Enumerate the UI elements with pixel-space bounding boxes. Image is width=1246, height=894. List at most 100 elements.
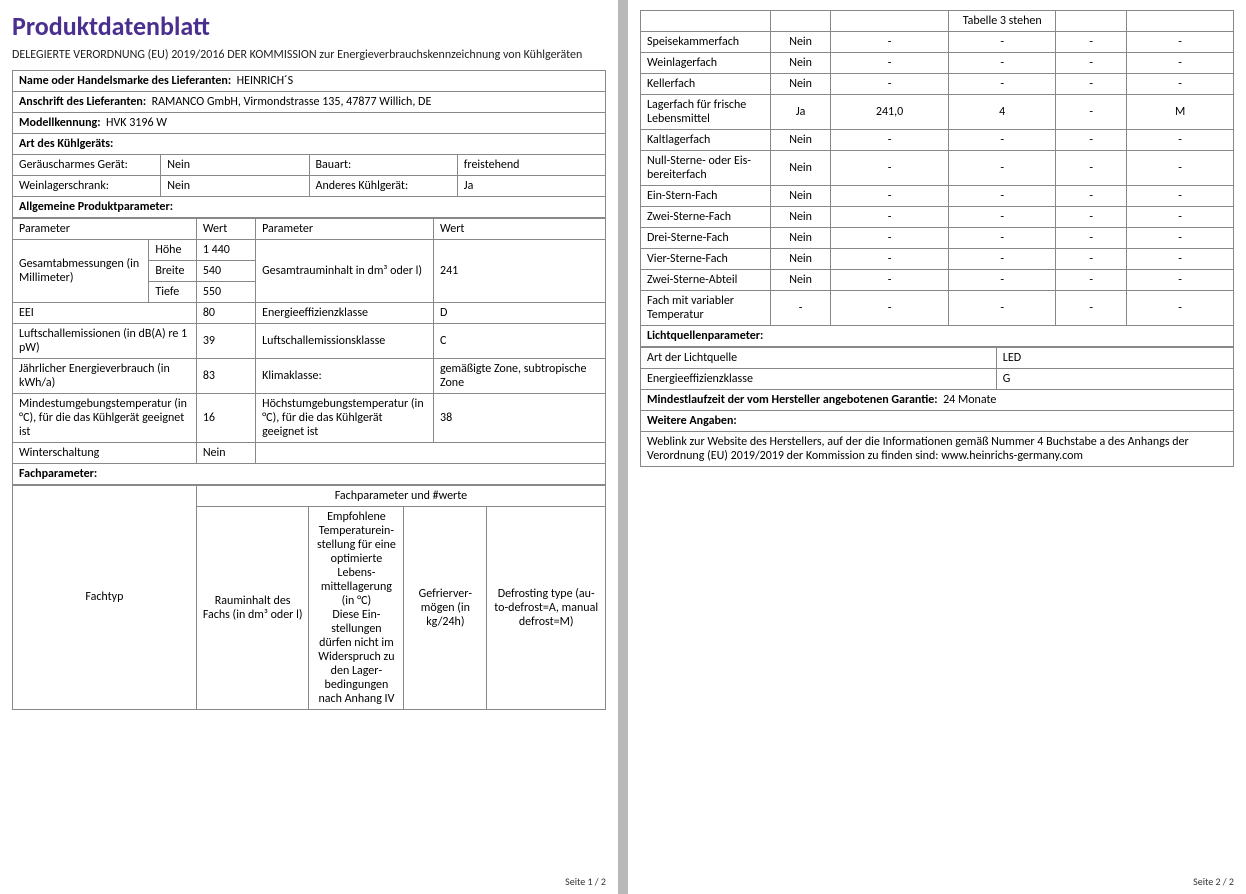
type-r1-l1: Weinlagerschrank: [13, 175, 161, 196]
comp-defrost: - [1127, 249, 1234, 270]
type-r0-v2: freistehend [457, 154, 605, 175]
comp-freeze: - [1056, 151, 1127, 186]
comp-name: Zwei-Sterne-Abteil [641, 270, 771, 291]
gr3-l1: Mindestumgebungstemperatur (in °C), für … [13, 393, 197, 442]
dim-b-v: 540 [196, 260, 255, 281]
comp-freeze: - [1056, 186, 1127, 207]
comp-vol: - [830, 130, 949, 151]
dim-t-v: 550 [196, 281, 255, 302]
comp-vol: - [830, 291, 949, 326]
type-r0-v1: Nein [161, 154, 309, 175]
comp-vol: - [830, 151, 949, 186]
comp-defrost: M [1127, 95, 1234, 130]
gr3-l2: Höchstumgebungstempe­ratur (in °C), für … [256, 393, 434, 442]
type-r1-v1: Nein [161, 175, 309, 196]
comp-temp: - [949, 151, 1056, 186]
comp-vol: - [830, 228, 949, 249]
comp-name: Ein-Stern-Fach [641, 186, 771, 207]
type-r0-l2: Bauart: [309, 154, 457, 175]
comp-freeze: - [1056, 249, 1127, 270]
fach-c3-cont: Tabelle 3 stehen [949, 11, 1056, 32]
comp-present: Ja [771, 95, 830, 130]
gr2-v1: 83 [196, 358, 255, 393]
comp-present: Nein [771, 186, 830, 207]
comp-defrost: - [1127, 291, 1234, 326]
comp-freeze: - [1056, 130, 1127, 151]
comp-temp: - [949, 249, 1056, 270]
compartment-row: Zwei-Sterne-AbteilNein---- [641, 270, 1234, 291]
comp-defrost: - [1127, 151, 1234, 186]
fach-header: Fachparameter: [13, 463, 606, 484]
gr2-v2: gemäßigte Zone, sub­tropische Zone [434, 358, 606, 393]
gen-params-table: Parameter Wert Parameter Wert Gesamtabme… [12, 218, 606, 485]
comp-freeze: - [1056, 74, 1127, 95]
comp-name: Zwei-Sterne-Fach [641, 207, 771, 228]
comp-defrost: - [1127, 186, 1234, 207]
gr1-l2: Luftschallemissionsklasse [256, 323, 434, 358]
compartment-row: Lagerfach für frische LebensmittelJa241,… [641, 95, 1234, 130]
comp-defrost: - [1127, 74, 1234, 95]
compartment-row: SpeisekammerfachNein---- [641, 32, 1234, 53]
param-hdr-p2: Parameter [256, 218, 434, 239]
comp-temp: - [949, 53, 1056, 74]
dim-t-l: Tiefe [149, 281, 196, 302]
param-hdr-p1: Parameter [13, 218, 197, 239]
comp-present: Nein [771, 130, 830, 151]
comp-present: Nein [771, 53, 830, 74]
page-1: Produktdatenblatt DELEGIERTE VERORDNUNG … [0, 0, 618, 894]
light-header: Lichtquellenparameter: [641, 326, 1234, 347]
gr1-v2: C [434, 323, 606, 358]
compartment-row: Ein-Stern-FachNein---- [641, 186, 1234, 207]
compartments-table: Tabelle 3 stehen SpeisekammerfachNein---… [640, 10, 1234, 347]
compartment-row: Fach mit variabler Temperatur----- [641, 291, 1234, 326]
comp-vol: - [830, 207, 949, 228]
gr0-l2: Energieeffizienzklasse [256, 302, 434, 323]
model-value: HVK 3196 W [106, 116, 167, 130]
comp-defrost: - [1127, 32, 1234, 53]
comp-temp: - [949, 32, 1056, 53]
type-r1-v2: Ja [457, 175, 605, 196]
comp-freeze: - [1056, 53, 1127, 74]
comp-defrost: - [1127, 130, 1234, 151]
fach-header-table: Fachtyp Fachparameter und #werte Rauminh… [12, 485, 606, 710]
vol-label: Gesamtrauminhalt in dm³ oder l) [256, 239, 434, 302]
comp-freeze: - [1056, 32, 1127, 53]
comp-name: Fach mit variabler Temperatur [641, 291, 771, 326]
supplier-name-label: Name oder Handelsmarke des Lieferanten: [19, 74, 231, 88]
compartment-row: WeinlagerfachNein---- [641, 53, 1234, 74]
dim-h-v: 1 440 [196, 239, 255, 260]
comp-name: Kellerfach [641, 74, 771, 95]
dim-h-l: Höhe [149, 239, 196, 260]
comp-temp: - [949, 207, 1056, 228]
model-label: Modellkennung: [19, 116, 101, 130]
type-header: Art des Kühlgeräts: [13, 133, 606, 154]
comp-present: Nein [771, 74, 830, 95]
comp-defrost: - [1127, 270, 1234, 291]
comp-present: Nein [771, 151, 830, 186]
comp-defrost: - [1127, 228, 1234, 249]
fach-col-vol: Rauminhalt des Fachs (in dm³ oder l) [196, 506, 309, 709]
comp-name: Vier-Sterne-Fach [641, 249, 771, 270]
compartment-row: KellerfachNein---- [641, 74, 1234, 95]
doc-subtitle: DELEGIERTE VERORDNUNG (EU) 2019/2016 DER… [12, 48, 606, 64]
param-hdr-w1: Wert [196, 218, 255, 239]
warranty-value: 24 Monate [943, 393, 996, 407]
gr0-l1: EEI [13, 302, 197, 323]
supplier-table: Name oder Handelsmarke des Lieferanten: … [12, 70, 606, 218]
page-footer-1: Seite 1 / 2 [565, 875, 606, 888]
comp-vol: - [830, 249, 949, 270]
winter-v: Nein [196, 442, 255, 463]
more-header: Weitere Angaben: [641, 411, 1234, 432]
gr2-l2: Klimaklasse: [256, 358, 434, 393]
comp-name: Null-Sterne- oder Eis­bereiterfach [641, 151, 771, 186]
supplier-name-value: HEINRICH´S [237, 74, 294, 88]
comp-temp: - [949, 270, 1056, 291]
type-r1-l2: Anderes Kühlgerät: [309, 175, 457, 196]
light-r1-v: G [996, 369, 1233, 390]
comp-vol: - [830, 186, 949, 207]
comp-present: Nein [771, 228, 830, 249]
comp-name: Drei-Sterne-Fach [641, 228, 771, 249]
fach-col-type: Fachtyp [13, 485, 197, 709]
compartment-row: Drei-Sterne-FachNein---- [641, 228, 1234, 249]
more-text: Weblink zur Website des Herstellers, auf… [641, 432, 1234, 467]
